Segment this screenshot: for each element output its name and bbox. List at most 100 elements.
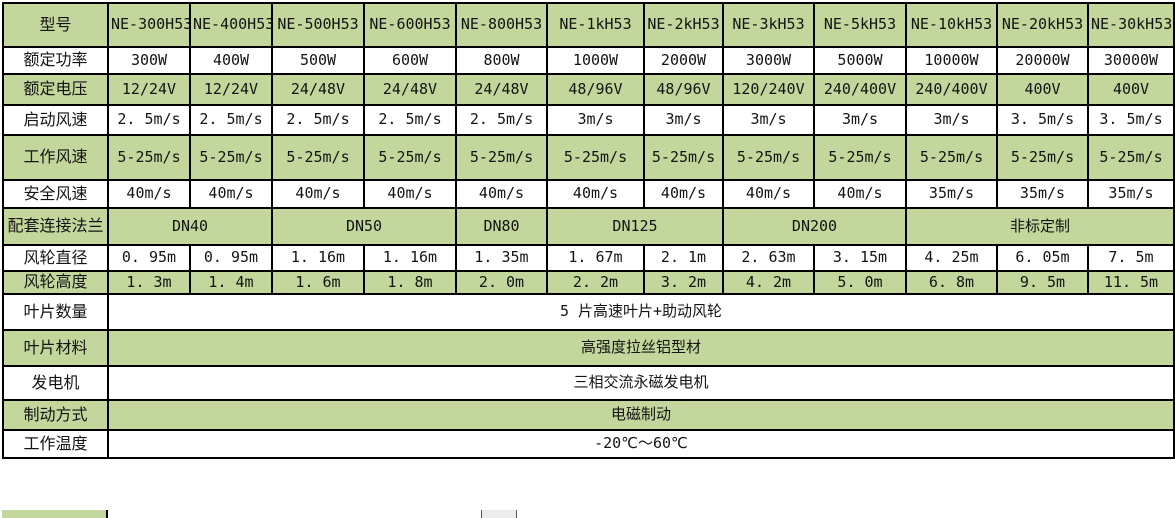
spec-cell-r2-c7: 48/96V [643, 73, 724, 106]
model-header-c4: NE-600H53 [363, 2, 457, 48]
spec-cell-r7-c2: 0. 95m [189, 244, 273, 272]
spec-cell-r4-c7: 5-25m/s [643, 134, 724, 181]
model-header-c3: NE-500H53 [271, 2, 365, 48]
spec-cell-r7-c9: 3. 15m [813, 244, 907, 272]
product-spec-table: 型号 NE-300H53 NE-400H53 NE-500H53 NE-600H53 NE… [2, 2, 1175, 459]
merged-cell-r6-s6: 非标定制 [905, 207, 1175, 246]
spec-cell-r2-c9: 240/400V [813, 73, 907, 106]
table-row: 制动方式 电磁制动 [2, 399, 1175, 431]
spec-cell-r2-c8: 120/240V [722, 73, 815, 106]
row-label-r6: 配套连接法兰 [2, 207, 109, 246]
model-header-c7: NE-2kH53 [643, 2, 724, 48]
table-row: 工作温度 -20℃～60℃ [2, 429, 1175, 459]
spec-cell-r4-c11: 5-25m/s [996, 134, 1089, 181]
model-header-c10: NE-10kH53 [905, 2, 998, 48]
spec-cell-r4-c10: 5-25m/s [905, 134, 998, 181]
spec-cell-r8-c5: 2. 0m [455, 270, 548, 295]
spec-cell-r7-c12: 7. 5m [1087, 244, 1175, 272]
spec-cell-r3-c1: 2. 5m/s [107, 104, 191, 136]
table-row: 风轮直径 0. 95m 0. 95m 1. 16m 1. 16m 1. 35m 1. 67m… [2, 244, 1175, 272]
row-label-r8: 风轮高度 [2, 270, 109, 295]
spec-cell-r1-c12: 30000W [1087, 46, 1175, 75]
spec-cell-r2-c5: 24/48V [455, 73, 548, 106]
spec-cell-r8-c9: 5. 0m [813, 270, 907, 295]
spec-cell-r1-c1: 300W [107, 46, 191, 75]
merged-cell-r6-s3: DN80 [455, 207, 548, 246]
spec-cell-r3-c7: 3m/s [643, 104, 724, 136]
spec-cell-r8-c12: 11. 5m [1087, 270, 1175, 295]
spec-cell-r8-c10: 6. 8m [905, 270, 998, 295]
spec-cell-r4-c6: 5-25m/s [546, 134, 645, 181]
spec-cell-r7-c1: 0. 95m [107, 244, 191, 272]
table-row: 叶片材料 高强度拉丝铝型材 [2, 329, 1175, 367]
spec-cell-r5-c1: 40m/s [107, 179, 191, 209]
spec-cell-r7-c3: 1. 16m [271, 244, 365, 272]
spec-cell-r2-c11: 400V [996, 73, 1089, 106]
spec-cell-r4-c9: 5-25m/s [813, 134, 907, 181]
spec-cell-r4-c12: 5-25m/s [1087, 134, 1175, 181]
spec-cell-r4-c4: 5-25m/s [363, 134, 457, 181]
spec-cell-r8-c2: 1. 4m [189, 270, 273, 295]
table-row: 启动风速 2. 5m/s 2. 5m/s 2. 5m/s 2. 5m/s 2. 5m/s 3… [2, 104, 1175, 136]
row-label-r13: 工作温度 [2, 429, 109, 459]
spec-cell-r1-c10: 10000W [905, 46, 998, 75]
header-label-model: 型号 [2, 2, 109, 48]
spec-cell-r3-c12: 3. 5m/s [1087, 104, 1175, 136]
spec-cell-r5-c12: 35m/s [1087, 179, 1175, 209]
spec-cell-r3-c6: 3m/s [546, 104, 645, 136]
spec-cell-r3-c2: 2. 5m/s [189, 104, 273, 136]
spec-cell-r1-c11: 20000W [996, 46, 1089, 75]
spec-cell-r8-c3: 1. 6m [271, 270, 365, 295]
spec-cell-r3-c9: 3m/s [813, 104, 907, 136]
spec-cell-r1-c2: 400W [189, 46, 273, 75]
spec-cell-r3-c5: 2. 5m/s [455, 104, 548, 136]
spec-cell-r2-c6: 48/96V [546, 73, 645, 106]
table-row: 发电机 三相交流永磁发电机 [2, 365, 1175, 401]
next-row-cell-stub [481, 510, 517, 518]
merged-cell-r6-s2: DN50 [271, 207, 457, 246]
spec-cell-r1-c3: 500W [271, 46, 365, 75]
spec-cell-r7-c11: 6. 05m [996, 244, 1089, 272]
spec-cell-r2-c1: 12/24V [107, 73, 191, 106]
next-row-partial [2, 510, 1173, 518]
spec-cell-r8-c11: 9. 5m [996, 270, 1089, 295]
spec-cell-r5-c2: 40m/s [189, 179, 273, 209]
next-row-label-stub [2, 510, 108, 518]
model-header-c8: NE-3kH53 [722, 2, 815, 48]
spec-cell-r8-c7: 3. 2m [643, 270, 724, 295]
spec-cell-r1-c4: 600W [363, 46, 457, 75]
row-label-r9: 叶片数量 [2, 293, 109, 331]
spec-cell-r5-c3: 40m/s [271, 179, 365, 209]
spec-cell-r3-c10: 3m/s [905, 104, 998, 136]
merged-cell-r6-s5: DN200 [722, 207, 907, 246]
spec-cell-r7-c5: 1. 35m [455, 244, 548, 272]
row-label-r5: 安全风速 [2, 179, 109, 209]
spec-cell-r2-c10: 240/400V [905, 73, 998, 106]
spec-cell-r7-c10: 4. 25m [905, 244, 998, 272]
table-row: 风轮高度 1. 3m 1. 4m 1. 6m 1. 8m 2. 0m 2. 2m 3. 2m 4… [2, 270, 1175, 295]
row-label-r12: 制动方式 [2, 399, 109, 431]
row-label-r4: 工作风速 [2, 134, 109, 181]
spec-cell-r8-c4: 1. 8m [363, 270, 457, 295]
spec-cell-r3-c3: 2. 5m/s [271, 104, 365, 136]
spec-cell-r3-c11: 3. 5m/s [996, 104, 1089, 136]
row-label-r10: 叶片材料 [2, 329, 109, 367]
spec-cell-r1-c7: 2000W [643, 46, 724, 75]
merged-cell-r12: 电磁制动 [107, 399, 1175, 431]
spec-cell-r8-c1: 1. 3m [107, 270, 191, 295]
merged-cell-r10: 高强度拉丝铝型材 [107, 329, 1175, 367]
model-header-c9: NE-5kH53 [813, 2, 907, 48]
spec-cell-r7-c6: 1. 67m [546, 244, 645, 272]
model-header-c11: NE-20kH53 [996, 2, 1089, 48]
spec-cell-r7-c7: 2. 1m [643, 244, 724, 272]
table-row: 额定功率 300W 400W 500W 600W 800W 1000W 2000W 3000W 5… [2, 46, 1175, 75]
spec-cell-r5-c7: 40m/s [643, 179, 724, 209]
spec-cell-r5-c8: 40m/s [722, 179, 815, 209]
row-label-r11: 发电机 [2, 365, 109, 401]
spec-cell-r4-c3: 5-25m/s [271, 134, 365, 181]
spec-cell-r5-c11: 35m/s [996, 179, 1089, 209]
row-label-r1: 额定功率 [2, 46, 109, 75]
spec-cell-r1-c5: 800W [455, 46, 548, 75]
spec-cell-r1-c8: 3000W [722, 46, 815, 75]
